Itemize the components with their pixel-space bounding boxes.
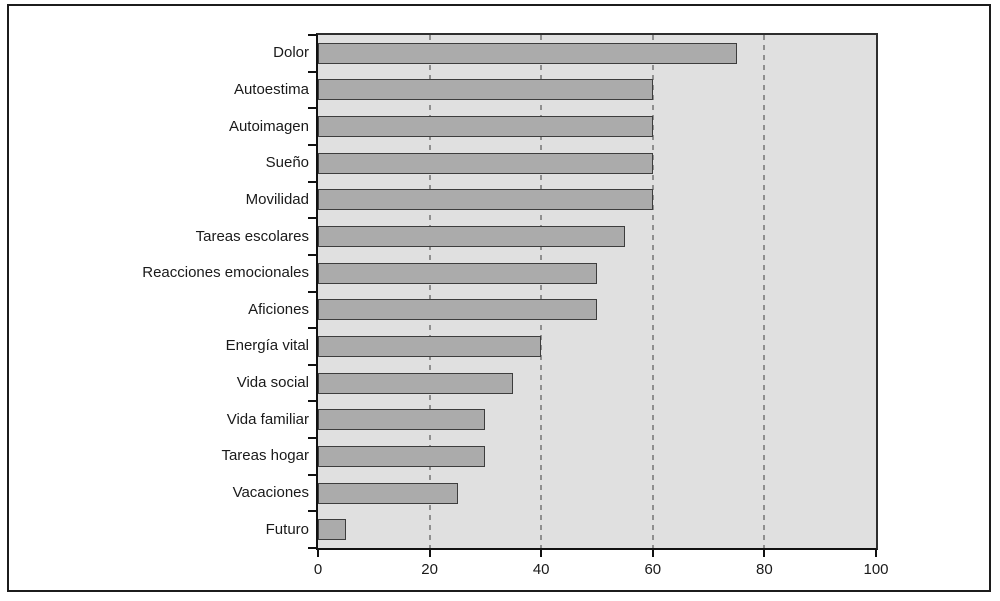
bar: [318, 152, 653, 174]
x-tick-label: 0: [313, 561, 323, 578]
gridline: [428, 35, 431, 548]
bar: [318, 226, 625, 248]
y-tick: [308, 70, 316, 73]
category-label: Sueño: [265, 154, 309, 172]
x-tick-label: 100: [863, 561, 889, 578]
y-tick: [308, 327, 316, 330]
gridline: [763, 35, 766, 548]
y-tick: [308, 510, 316, 513]
bar: [318, 445, 486, 467]
y-tick: [308, 290, 316, 293]
x-tick-label: 40: [532, 561, 550, 578]
y-tick: [308, 107, 316, 110]
category-label: Movilidad: [245, 190, 309, 208]
y-tick: [308, 253, 316, 256]
category-label: Vacaciones: [232, 484, 309, 502]
category-label: Autoimagen: [228, 117, 309, 135]
bar: [318, 519, 346, 541]
bar: [318, 79, 653, 101]
y-tick: [308, 143, 316, 146]
bar: [318, 42, 737, 64]
x-tick-label: 80: [756, 561, 773, 578]
gridline: [651, 35, 654, 548]
x-tick-label: 60: [644, 561, 662, 578]
category-label: Dolor: [273, 44, 309, 62]
x-tick: [763, 550, 766, 557]
x-tick: [317, 550, 319, 557]
category-label: Reacciones emocionales: [142, 264, 309, 282]
category-label: Vida familiar: [226, 410, 309, 428]
figure-frame: Dolor Autoestima Autoimagen Sueño Movilidad T…: [7, 4, 991, 592]
y-tick: [308, 437, 316, 440]
category-label: Autoestima: [233, 80, 309, 98]
category-label: Futuro: [265, 520, 309, 538]
x-tick: [540, 550, 543, 557]
x-tick: [875, 550, 877, 557]
y-tick: [308, 547, 316, 549]
gridline: [540, 35, 543, 548]
x-tick-label: 20: [421, 561, 438, 578]
category-label: Tareas hogar: [221, 447, 309, 465]
x-tick: [651, 550, 654, 557]
y-tick: [308, 217, 316, 220]
bar: [318, 482, 458, 504]
bar: [318, 299, 597, 321]
bar: [318, 262, 597, 284]
bar: [318, 116, 653, 138]
y-tick: [308, 400, 316, 403]
y-tick: [308, 363, 316, 366]
category-label: Energía vital: [225, 337, 309, 355]
bar: [318, 372, 514, 394]
y-tick: [308, 34, 316, 36]
x-tick: [428, 550, 431, 557]
bar: [318, 189, 653, 211]
plot-area: Dolor Autoestima Autoimagen Sueño Movilidad T…: [142, 33, 889, 578]
y-tick: [308, 180, 316, 183]
bar: [318, 335, 542, 357]
category-label: Vida social: [236, 374, 309, 392]
category-label: Tareas escolares: [195, 227, 309, 245]
y-tick: [308, 473, 316, 476]
bar: [318, 409, 486, 431]
category-label: Aficiones: [248, 300, 309, 318]
